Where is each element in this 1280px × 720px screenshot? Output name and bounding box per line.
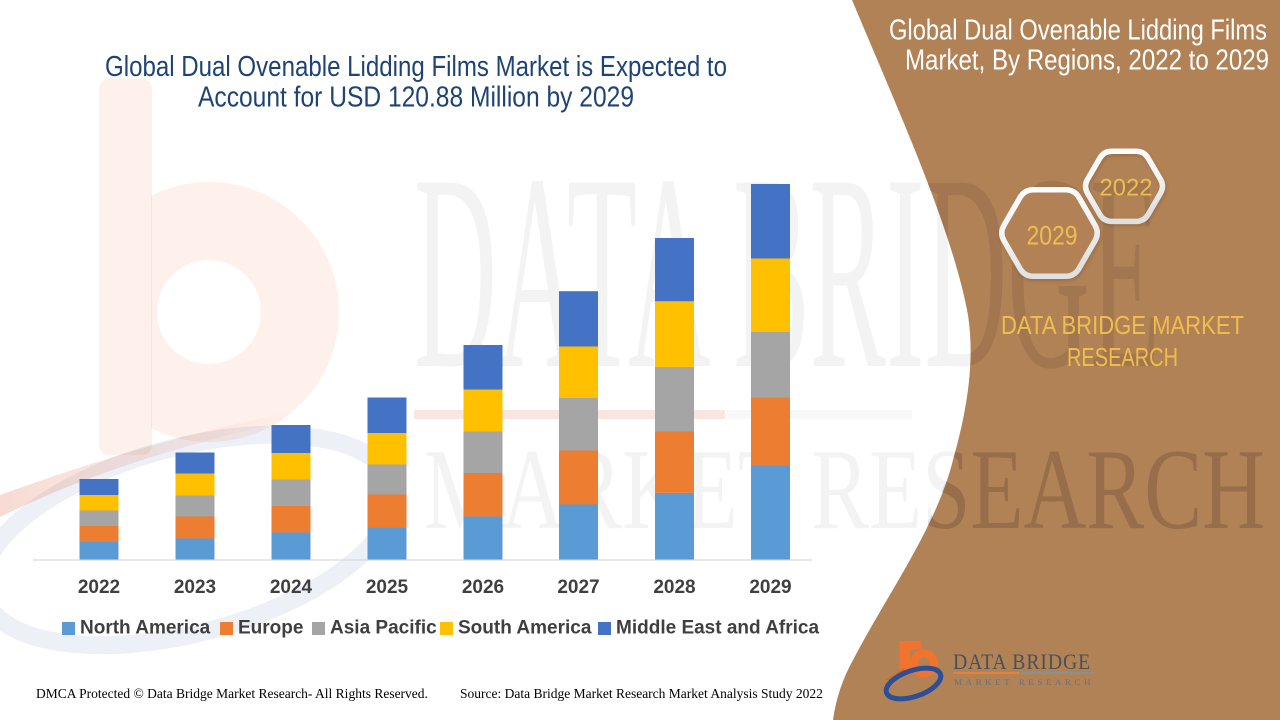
- svg-text:2022: 2022: [1100, 175, 1153, 202]
- svg-text:DMCA Protected © Data Bridge M: DMCA Protected © Data Bridge Market Rese…: [36, 686, 428, 701]
- svg-text:2027: 2027: [557, 577, 599, 598]
- svg-text:DATA BRIDGE: DATA BRIDGE: [953, 649, 1091, 674]
- svg-text:2022: 2022: [78, 577, 120, 598]
- svg-text:Source: Data Bridge Market Res: Source: Data Bridge Market Research Mark…: [460, 686, 823, 701]
- svg-text:Global Dual Ovenable Lidding F: Global Dual Ovenable Lidding Films: [889, 15, 1267, 47]
- svg-text:2026: 2026: [462, 577, 504, 598]
- svg-text:South America: South America: [458, 618, 592, 639]
- svg-text:2028: 2028: [653, 577, 695, 598]
- svg-text:North America: North America: [80, 618, 211, 639]
- svg-text:2029: 2029: [749, 577, 791, 598]
- svg-text:Global Dual Ovenable Lidding F: Global Dual Ovenable Lidding Films Marke…: [105, 51, 727, 83]
- svg-text:2024: 2024: [270, 577, 313, 598]
- svg-text:Asia Pacific: Asia Pacific: [330, 618, 437, 639]
- svg-text:2029: 2029: [1027, 221, 1078, 251]
- svg-text:DATA BRIDGE MARKET: DATA BRIDGE MARKET: [1001, 310, 1244, 340]
- svg-text:2023: 2023: [174, 577, 216, 598]
- svg-text:Europe: Europe: [238, 618, 303, 639]
- svg-text:Account for USD 120.88 Million: Account for USD 120.88 Million by 2029: [198, 82, 634, 114]
- svg-text:MARKET RESEARCH: MARKET RESEARCH: [954, 677, 1094, 687]
- svg-text:RESEARCH: RESEARCH: [1067, 342, 1178, 372]
- svg-text:Middle East and Africa: Middle East and Africa: [616, 618, 819, 639]
- svg-text:2025: 2025: [366, 577, 409, 598]
- svg-text:Market, By Regions, 2022 to 20: Market, By Regions, 2022 to 2029: [905, 45, 1269, 77]
